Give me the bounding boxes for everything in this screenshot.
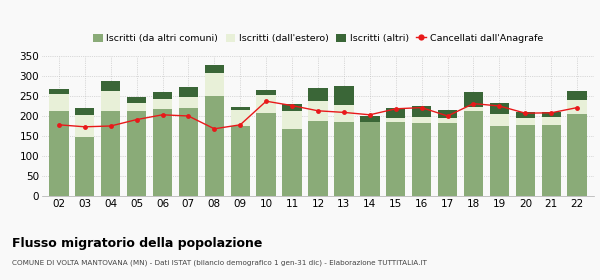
Legend: Iscritti (da altri comuni), Iscritti (dall'estero), Iscritti (altri), Cancellati: Iscritti (da altri comuni), Iscritti (da… bbox=[89, 30, 547, 47]
Bar bbox=[464, 92, 483, 107]
Bar bbox=[412, 117, 431, 123]
Bar bbox=[230, 107, 250, 110]
Bar bbox=[334, 105, 353, 122]
Bar bbox=[490, 115, 509, 126]
Bar bbox=[334, 86, 353, 105]
Bar bbox=[153, 99, 172, 109]
Bar bbox=[515, 112, 535, 118]
Bar bbox=[205, 65, 224, 73]
Bar bbox=[386, 118, 406, 122]
Bar bbox=[490, 126, 509, 196]
Bar bbox=[542, 125, 561, 196]
Bar bbox=[464, 111, 483, 196]
Bar bbox=[334, 122, 353, 196]
Bar bbox=[490, 103, 509, 115]
Bar bbox=[360, 122, 380, 196]
Bar bbox=[515, 118, 535, 125]
Bar bbox=[360, 116, 380, 122]
Bar bbox=[256, 95, 276, 113]
Bar bbox=[179, 108, 198, 196]
Bar bbox=[412, 123, 431, 196]
Bar bbox=[568, 91, 587, 101]
Bar bbox=[75, 137, 94, 196]
Bar bbox=[464, 107, 483, 111]
Bar bbox=[179, 97, 198, 108]
Bar bbox=[49, 94, 68, 111]
Bar bbox=[568, 101, 587, 115]
Bar bbox=[230, 126, 250, 196]
Bar bbox=[386, 108, 406, 118]
Bar bbox=[438, 118, 457, 123]
Bar bbox=[49, 89, 68, 94]
Bar bbox=[127, 111, 146, 196]
Bar bbox=[283, 111, 302, 129]
Bar bbox=[205, 96, 224, 196]
Bar bbox=[153, 92, 172, 99]
Bar bbox=[308, 101, 328, 121]
Bar bbox=[386, 122, 406, 196]
Bar bbox=[127, 97, 146, 103]
Bar bbox=[256, 90, 276, 95]
Bar bbox=[308, 88, 328, 101]
Bar bbox=[256, 113, 276, 196]
Bar bbox=[101, 111, 121, 196]
Text: COMUNE DI VOLTA MANTOVANA (MN) - Dati ISTAT (bilancio demografico 1 gen-31 dic) : COMUNE DI VOLTA MANTOVANA (MN) - Dati IS… bbox=[12, 259, 427, 265]
Bar bbox=[127, 103, 146, 111]
Bar bbox=[568, 115, 587, 196]
Bar bbox=[438, 123, 457, 196]
Bar bbox=[101, 91, 121, 111]
Bar bbox=[230, 110, 250, 126]
Text: Flusso migratorio della popolazione: Flusso migratorio della popolazione bbox=[12, 237, 262, 249]
Bar bbox=[205, 73, 224, 96]
Bar bbox=[179, 87, 198, 97]
Bar bbox=[75, 108, 94, 115]
Bar bbox=[101, 81, 121, 91]
Bar bbox=[542, 112, 561, 117]
Bar bbox=[49, 111, 68, 196]
Bar bbox=[153, 109, 172, 196]
Bar bbox=[438, 109, 457, 118]
Bar bbox=[515, 125, 535, 196]
Bar bbox=[308, 121, 328, 196]
Bar bbox=[412, 106, 431, 117]
Bar bbox=[75, 115, 94, 137]
Bar bbox=[283, 104, 302, 111]
Bar bbox=[283, 129, 302, 196]
Bar bbox=[542, 117, 561, 125]
